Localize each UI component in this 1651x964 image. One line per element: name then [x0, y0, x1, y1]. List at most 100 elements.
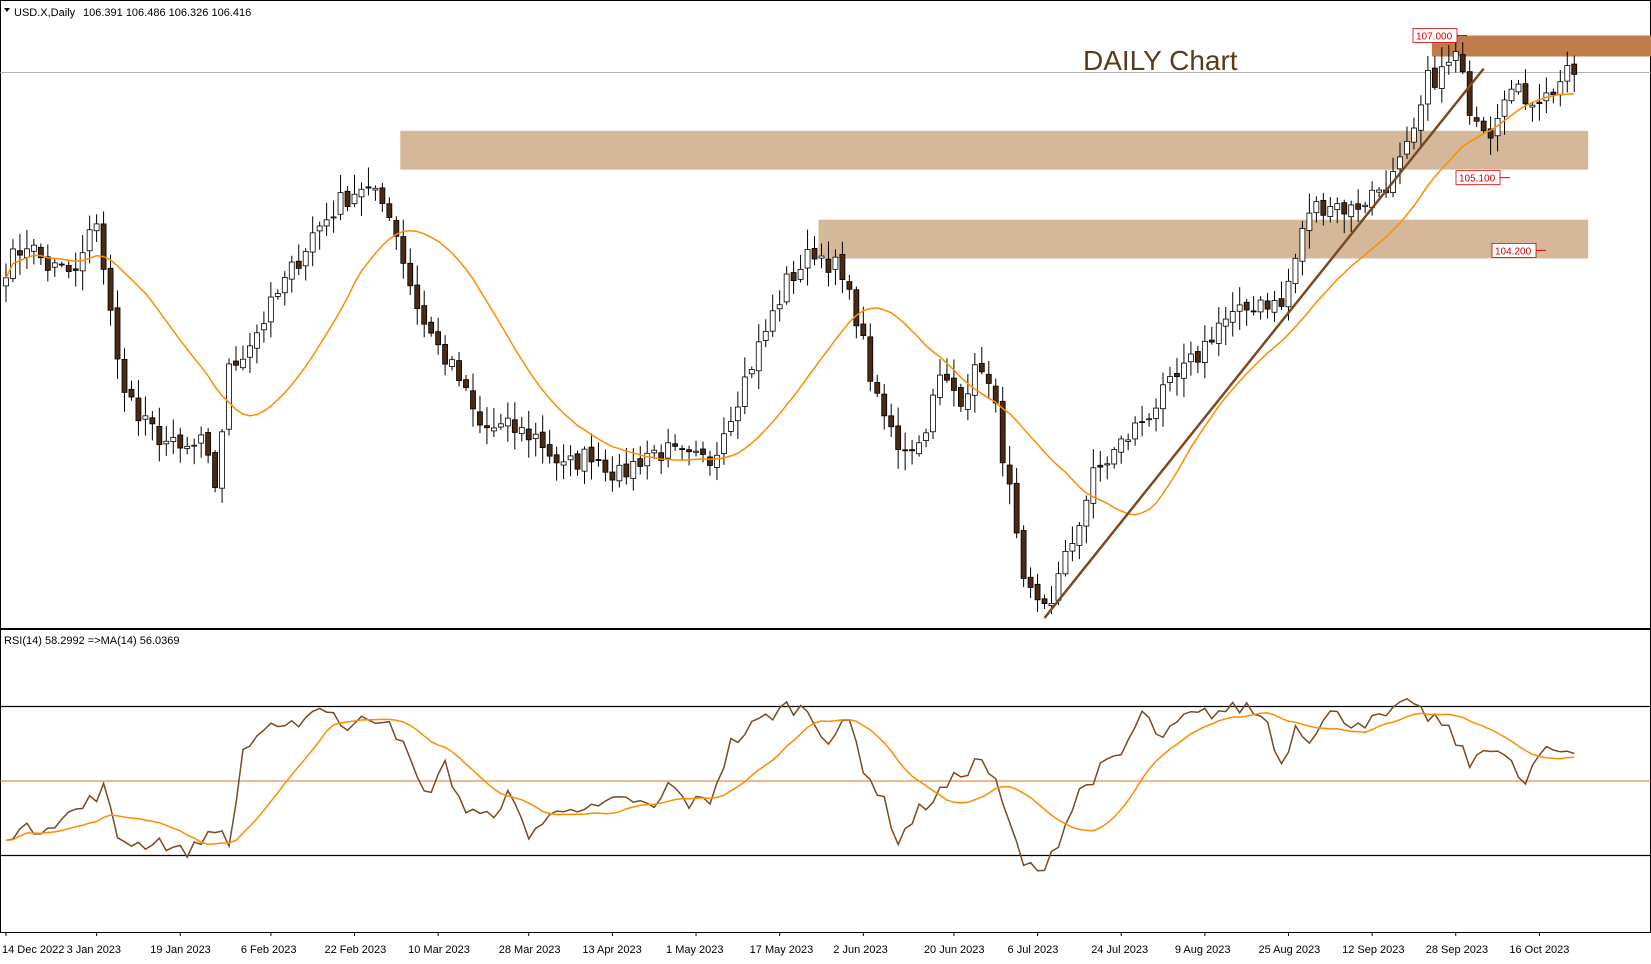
- x-axis-layer: 14 Dec 2022 3 Jan 2023 19 Jan 2023 6 Feb 20…: [2, 932, 1569, 956]
- candle-body: [978, 363, 985, 373]
- candle-body: [449, 359, 455, 367]
- x-tick-label: 3 Jan 2023: [67, 944, 121, 956]
- candle-body: [295, 260, 302, 269]
- candle-body: [421, 305, 428, 325]
- candle-body: [1278, 298, 1285, 307]
- x-tick-label: 16 Oct 2023: [1509, 944, 1569, 956]
- candle-body: [888, 415, 895, 428]
- candle-body: [233, 360, 239, 366]
- candle-body: [839, 253, 846, 280]
- x-tick-label: 28 Mar 2023: [499, 944, 561, 956]
- candle-body: [679, 448, 685, 450]
- candle-body: [588, 446, 595, 463]
- candle-body: [1445, 61, 1452, 66]
- x-tick-label: 1 May 2023: [666, 944, 723, 956]
- candle-body: [1236, 304, 1243, 312]
- candle-body: [1508, 88, 1515, 102]
- candle-body: [1055, 573, 1062, 601]
- candle-body: [623, 463, 630, 478]
- candle-body: [44, 256, 51, 271]
- candle-body: [100, 223, 107, 270]
- zones-layer: [400, 35, 1651, 259]
- candle-body: [414, 284, 421, 310]
- candle-body: [30, 244, 37, 252]
- candle-body: [1438, 66, 1445, 89]
- candle-body: [1034, 583, 1041, 601]
- candle-body: [1466, 71, 1473, 116]
- candle-body: [1487, 128, 1494, 139]
- x-tick-label: 13 Apr 2023: [582, 944, 641, 956]
- trendline: [1043, 67, 1485, 619]
- candle-body: [539, 431, 546, 449]
- candle-body: [386, 203, 393, 218]
- level-label-text: 107.000: [1416, 32, 1453, 43]
- candle-body: [428, 321, 435, 334]
- candle-body: [867, 336, 874, 382]
- dropdown-arrow-icon[interactable]: [4, 8, 10, 12]
- candle-body: [1118, 438, 1125, 453]
- candle-body: [1097, 464, 1104, 468]
- candle-body: [1229, 311, 1236, 323]
- trendline-layer: [1043, 67, 1485, 619]
- candle-body: [379, 187, 386, 204]
- candle-body: [985, 373, 992, 384]
- x-tick-label: 19 Jan 2023: [150, 944, 211, 956]
- candle-body: [511, 419, 518, 433]
- candle-body: [1564, 65, 1571, 82]
- candle-body: [951, 377, 957, 391]
- candle-body: [741, 376, 748, 407]
- candle-body: [804, 249, 811, 269]
- candle-body: [37, 246, 44, 259]
- candle-body: [267, 296, 274, 323]
- candle-body: [1501, 99, 1508, 117]
- candle-body: [17, 250, 23, 256]
- candle-body: [811, 247, 818, 260]
- rsi-layer: [0, 697, 1651, 872]
- candle-body: [456, 360, 462, 381]
- candle-body: [1376, 189, 1382, 193]
- candle-body: [1355, 203, 1362, 210]
- candle-body: [1006, 464, 1013, 485]
- candle-body: [93, 223, 100, 232]
- candle-body: [316, 225, 323, 232]
- candle-body: [1529, 104, 1536, 108]
- level-label-104.200: 104.200: [1491, 242, 1546, 258]
- candle-body: [149, 417, 156, 425]
- candle-body: [790, 272, 797, 282]
- candle-body: [651, 449, 658, 454]
- candle-body: [254, 332, 260, 349]
- candle-body: [714, 454, 720, 468]
- candle-body: [1076, 525, 1083, 546]
- candle-body: [72, 268, 79, 271]
- x-tick-label: 10 Mar 2023: [408, 944, 470, 956]
- candle-body: [372, 187, 379, 191]
- level-label-text: 105.100: [1459, 174, 1496, 185]
- candle-body: [546, 444, 553, 457]
- candle-body: [832, 256, 839, 270]
- candle-body: [114, 307, 121, 360]
- candle-body: [1348, 204, 1355, 218]
- candle-body: [769, 310, 776, 332]
- candle-body: [1515, 83, 1522, 93]
- candle-body: [205, 432, 212, 456]
- candle-body: [971, 364, 978, 396]
- candles-layer: [3, 42, 1578, 615]
- candle-body: [1522, 83, 1529, 105]
- candle-body: [825, 258, 832, 273]
- candle-body: [783, 273, 790, 303]
- candle-body: [1188, 353, 1194, 363]
- candle-body: [1264, 300, 1271, 310]
- candle-body: [693, 450, 699, 453]
- candle-body: [1459, 54, 1466, 73]
- candle-body: [1041, 598, 1048, 604]
- candle-body: [1111, 449, 1118, 465]
- candle-body: [1257, 299, 1264, 313]
- x-tick-label: 28 Sep 2023: [1426, 944, 1488, 956]
- candle-body: [1550, 91, 1557, 96]
- candle-body: [274, 293, 281, 297]
- candle-body: [1160, 384, 1166, 410]
- daily-chart-annotation: DAILY Chart: [1083, 45, 1238, 76]
- candle-body: [518, 427, 525, 435]
- x-tick-label: 6 Jul 2023: [1008, 944, 1059, 956]
- level-labels-layer: 107.000 105.100 104.200: [1412, 28, 1546, 258]
